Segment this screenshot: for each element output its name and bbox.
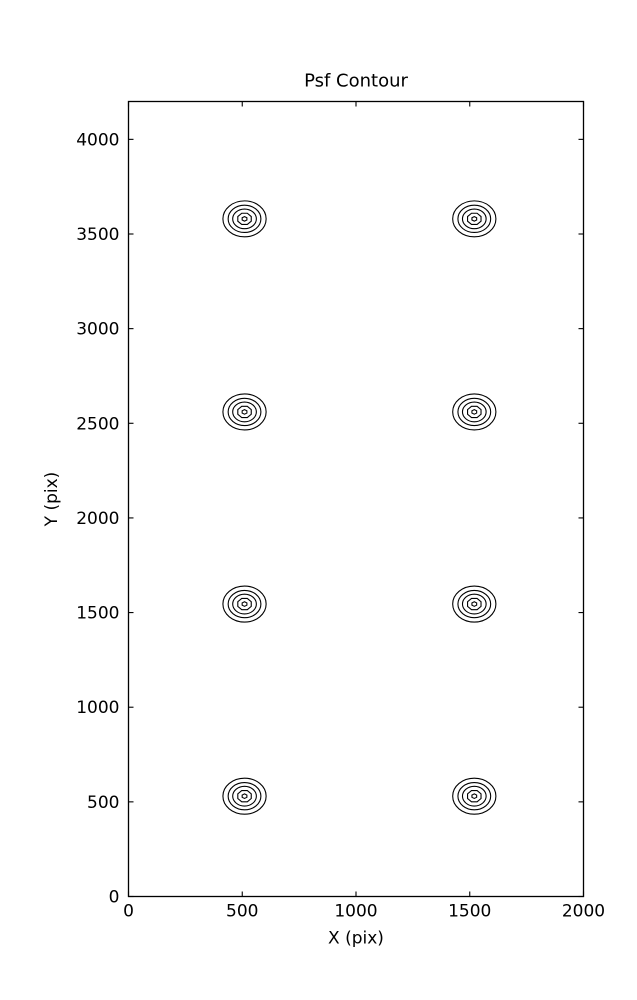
contour-cluster [222,777,267,815]
x-tick-label: 500 [226,902,258,922]
y-tick-label: 2500 [76,414,119,434]
x-axis-label: X (pix) [328,929,384,949]
x-tick-label: 2000 [562,902,605,922]
contour-ring [237,212,252,225]
chart-title: Psf Contour [304,71,408,92]
contour-ring [461,593,487,615]
x-tick-label: 1000 [334,902,377,922]
x-tick-label: 1500 [448,902,491,922]
plot-area-background [128,101,584,897]
contour-cluster [452,393,497,431]
contour-core [241,409,248,415]
contour-ring [222,585,267,623]
contour-core [241,793,248,800]
contour-ring [457,204,492,234]
contour-ring [227,589,262,619]
contour-ring [452,585,497,623]
contour-core [471,409,478,415]
contour-core [471,215,478,222]
contour-cluster [452,777,497,815]
contour-ring [222,200,267,238]
contour-ring [467,597,482,611]
contour-ring [467,212,482,225]
y-tick-label: 2000 [76,509,119,529]
contour-core [241,215,248,222]
contour-ring [452,393,497,431]
contour-cluster [222,393,267,431]
contour-ring [227,397,262,427]
y-tick-label: 500 [87,793,119,813]
contour-ring [452,777,497,815]
contour-core [471,793,478,800]
contour-ring [461,785,487,807]
contour-ring [232,785,257,807]
y-tick-label: 1000 [76,698,119,718]
contour-ring [457,781,492,811]
contour-ring [457,589,492,619]
contour-ring [457,397,492,427]
tick-labels-group: 0 500 1000 1500 2000 0 500 1000 1500 2000 2500 3000… [76,130,605,921]
contour-clusters-group [222,200,497,815]
contour-ring [232,593,257,615]
contour-ring [227,204,262,234]
contour-ring [232,208,257,230]
contour-cluster [452,585,497,623]
contour-cluster [222,200,267,238]
y-tick-label: 3500 [76,225,119,245]
contour-cluster [222,585,267,623]
y-axis-label: Y (pix) [42,472,62,528]
contour-ring [467,405,482,419]
ticks-group [127,101,585,898]
contour-ring [227,781,262,811]
y-tick-label: 1500 [76,604,119,624]
y-tick-label: 4000 [76,130,119,150]
contour-ring [237,790,252,803]
contour-ring [461,401,487,423]
y-tick-label: 3000 [76,320,119,340]
contour-ring [222,777,267,815]
contour-ring [237,597,252,611]
contour-ring [467,790,482,803]
x-tick-label: 0 [123,902,134,922]
contour-core [241,601,248,607]
contour-core [471,601,478,607]
contour-cluster [452,200,497,238]
y-tick-label: 0 [109,888,120,908]
contour-ring [452,200,497,238]
contour-ring [461,208,487,230]
contour-ring [237,405,252,419]
contour-ring [232,401,257,423]
contour-ring [222,393,267,431]
